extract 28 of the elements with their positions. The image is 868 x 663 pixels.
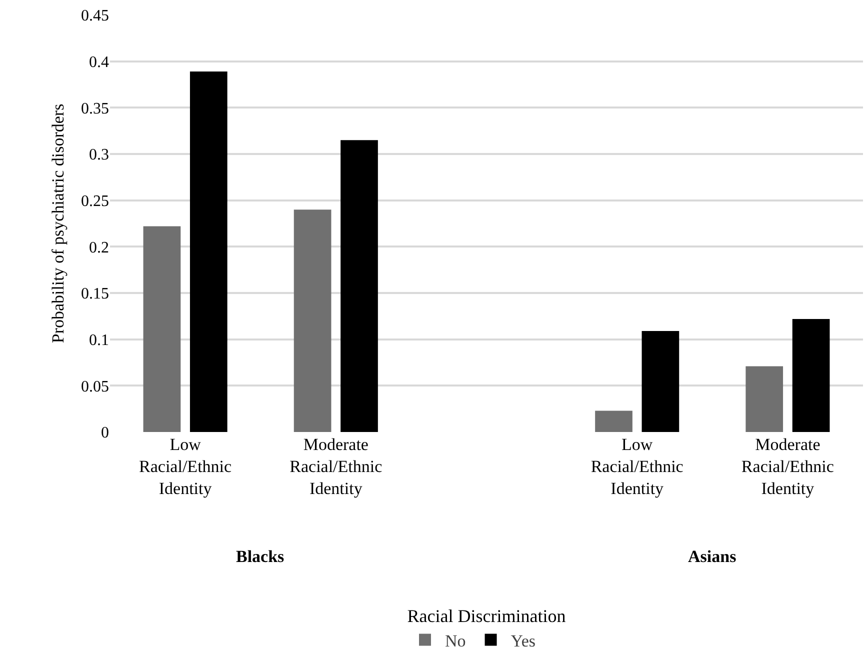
bar (595, 410, 632, 432)
y-tick-label: 0.15 (81, 286, 109, 303)
y-tick-label: 0.45 (81, 8, 109, 25)
bar (642, 330, 680, 432)
y-tick-label: 0.25 (81, 192, 109, 210)
x-tick-label: Moderate Racial/Ethnic Identity (741, 435, 834, 498)
y-tick-label: 0.05 (81, 378, 109, 396)
y-tick-label: 0.35 (81, 100, 109, 118)
y-tick-label: 0.3 (89, 146, 109, 164)
text: Asians (688, 547, 737, 566)
text: Blacks (236, 547, 285, 566)
bar (143, 226, 181, 432)
y-tick-label: 0 (101, 424, 109, 442)
y-tick-label: 0.1 (89, 332, 109, 349)
bar (294, 210, 332, 432)
legend-title: Racial Discrimination (407, 606, 566, 626)
bar (190, 72, 228, 432)
bar (792, 318, 830, 432)
legend-label: Yes (510, 631, 536, 650)
x-tick-label: Moderate Racial/Ethnic Identity (290, 435, 383, 498)
y-tick-label: 0.4 (89, 54, 109, 71)
y-tick-label: 0.2 (89, 239, 109, 256)
legend-label: No (445, 631, 466, 650)
x-tick-label: Low Racial/Ethnic Identity (590, 435, 684, 498)
bar (746, 366, 784, 432)
y-axis-title: Probability of psychiatric disorders (48, 104, 68, 344)
x-tick-label: Low Racial/Ethnic Identity (139, 435, 232, 498)
bar (340, 140, 378, 432)
